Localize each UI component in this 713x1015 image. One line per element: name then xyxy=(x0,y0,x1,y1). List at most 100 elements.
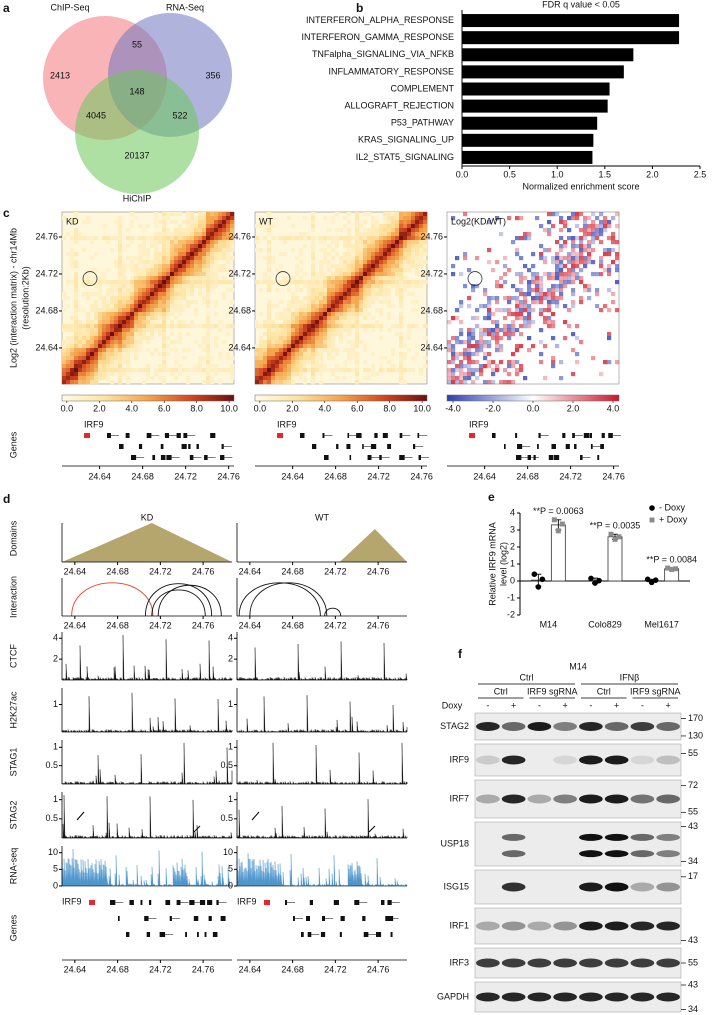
heatmap-cell xyxy=(182,368,187,373)
blot-band xyxy=(604,921,629,931)
heatmap-cell xyxy=(311,276,316,281)
heatmap-cell xyxy=(475,308,480,313)
y-tick-label: INFLAMMATORY_RESPONSE xyxy=(328,66,454,76)
heatmap-cell xyxy=(214,340,219,345)
doxy-label: Doxy xyxy=(442,700,463,710)
heatmap-cell xyxy=(214,336,219,341)
heatmap-cell xyxy=(331,312,336,317)
heatmap-cell xyxy=(515,312,520,317)
heatmap-cell xyxy=(166,324,171,329)
heatmap-cell xyxy=(275,364,280,369)
heatmap-cell xyxy=(206,244,211,249)
heatmap-cell xyxy=(355,276,360,281)
heatmap-cell xyxy=(182,296,187,301)
gene-block xyxy=(362,916,366,921)
heatmap-cell xyxy=(102,332,107,337)
heatmap-cell xyxy=(90,372,95,377)
heatmap-cell xyxy=(319,348,324,353)
heatmap-cell xyxy=(122,300,127,305)
heatmap-cell xyxy=(66,328,71,333)
heatmap-cell xyxy=(263,228,268,233)
heatmap-cell xyxy=(415,264,420,269)
heatmap-cell xyxy=(347,300,352,305)
heatmap-cell xyxy=(170,212,175,217)
blot-band xyxy=(553,921,577,931)
heatmap-cell xyxy=(154,304,159,309)
heatmap-cell xyxy=(351,320,356,325)
heatmap-cell xyxy=(186,304,191,309)
blot-band xyxy=(630,850,655,858)
heatmap-cell xyxy=(90,344,95,349)
heatmap-cell xyxy=(547,308,552,313)
heatmap-cell xyxy=(559,248,564,253)
heatmap-cell xyxy=(66,348,71,353)
heatmap-cell xyxy=(347,244,352,249)
blot-band xyxy=(604,755,629,765)
heatmap-cell xyxy=(339,276,344,281)
heatmap-cell xyxy=(210,264,215,269)
heatmap-cell xyxy=(535,296,540,301)
heatmap-cell xyxy=(255,280,260,285)
heatmap-cell xyxy=(275,352,280,357)
gene-name: IRF9 xyxy=(84,419,104,429)
heatmap-cell xyxy=(555,240,560,245)
heatmap-cell xyxy=(194,260,199,265)
heatmap-cell xyxy=(190,292,195,297)
heatmap-cell xyxy=(190,240,195,245)
heatmap-cell xyxy=(150,284,155,289)
heatmap-cell xyxy=(98,316,103,321)
heatmap-cell xyxy=(467,328,472,333)
heatmap-cell xyxy=(403,232,408,237)
heatmap-cell xyxy=(495,216,500,221)
heatmap-cell xyxy=(331,328,336,333)
heatmap-cell xyxy=(571,244,576,249)
heatmap-cell xyxy=(547,300,552,305)
heatmap-cell xyxy=(387,312,392,317)
highlight-circle xyxy=(275,271,291,286)
heatmap-cell xyxy=(363,368,368,373)
heatmap-cell xyxy=(182,320,187,325)
heatmap-cell xyxy=(315,324,320,329)
marker-label: 17 xyxy=(688,871,698,881)
heatmap-cell xyxy=(146,308,151,313)
gene-block xyxy=(165,900,171,905)
heatmap-cell xyxy=(162,212,167,217)
heatmap-cell xyxy=(138,320,143,325)
heatmap-cell xyxy=(98,340,103,345)
heatmap-cell xyxy=(551,296,556,301)
blot-band xyxy=(656,833,680,841)
heatmap-cell xyxy=(519,280,524,285)
heatmap-cell xyxy=(611,236,616,241)
heatmap-cell xyxy=(202,244,207,249)
heatmap-cell xyxy=(375,260,380,265)
column-title: KD xyxy=(141,512,154,522)
heatmap-cell xyxy=(138,260,143,265)
heatmap-cell xyxy=(70,340,75,345)
heatmap-cell xyxy=(222,256,227,261)
heatmap-cell xyxy=(114,340,119,345)
heatmap-cell xyxy=(371,324,376,329)
heatmap-cell xyxy=(311,308,316,313)
heatmap-cell xyxy=(122,288,127,293)
heatmap-cell xyxy=(126,316,131,321)
heatmap-cell xyxy=(206,340,211,345)
heatmap-cell xyxy=(383,276,388,281)
heatmap-cell xyxy=(267,300,272,305)
heatmap-cell xyxy=(551,224,556,229)
heatmap-cell xyxy=(463,380,468,385)
heatmap-cell xyxy=(327,332,332,337)
heatmap-cell xyxy=(375,244,380,249)
panel-label: b xyxy=(356,1,363,15)
x-tick-label: 24.72 xyxy=(174,471,197,481)
y-axis-label: Log2 (interaction matrix) - chr14Mb xyxy=(8,228,18,368)
heatmap-cell xyxy=(102,372,107,377)
heatmap-cell xyxy=(202,240,207,245)
heatmap-cell xyxy=(222,252,227,257)
heatmap-cell xyxy=(323,284,328,289)
heatmap-cell xyxy=(162,276,167,281)
gene-block xyxy=(367,455,372,460)
heatmap-cell xyxy=(150,264,155,269)
heatmap-cell xyxy=(62,356,67,361)
heatmap-cell xyxy=(507,216,512,221)
heatmap-cell xyxy=(379,268,384,273)
